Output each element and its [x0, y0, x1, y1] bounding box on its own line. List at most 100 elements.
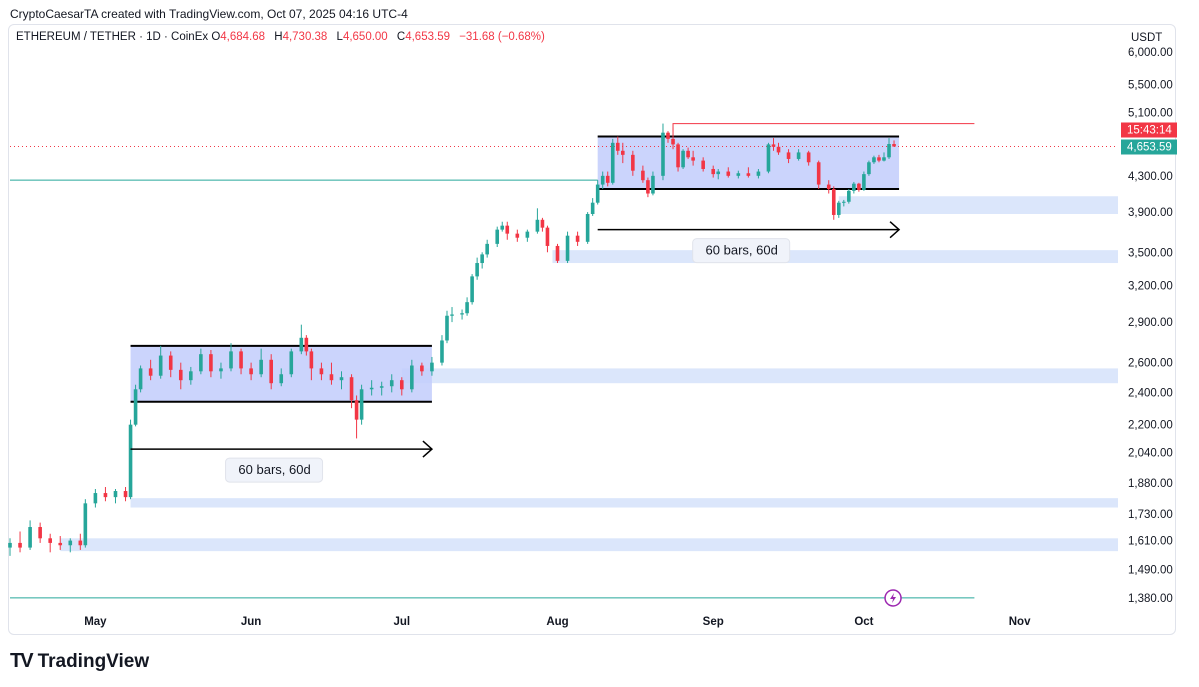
- y-axis-tick-label: 2,600.00: [1128, 358, 1173, 370]
- last-price-label: 4,653.59: [1127, 141, 1172, 153]
- measure-label-box: [225, 457, 324, 483]
- candle-body: [354, 400, 359, 420]
- x-axis-tick-label: May: [84, 616, 107, 628]
- candle-body: [620, 150, 625, 155]
- candle-body: [666, 132, 670, 139]
- y-axis-tick-label: 1,610.00: [1128, 536, 1173, 548]
- candle-body: [299, 337, 304, 352]
- y-axis-tick-label: 3,900.00: [1128, 207, 1173, 219]
- high-label: H: [274, 31, 283, 43]
- candle-body: [882, 157, 886, 161]
- y-axis-tick-label: 2,900.00: [1128, 317, 1173, 329]
- y-axis-tick-label: 4,300.00: [1128, 171, 1173, 183]
- candle-body: [862, 174, 866, 190]
- candle-body: [605, 175, 610, 183]
- currency-label[interactable]: USDT: [1131, 32, 1163, 44]
- candle-body: [445, 315, 449, 341]
- candle-body: [681, 150, 685, 168]
- candle-body: [686, 150, 690, 158]
- candle-body: [470, 276, 474, 303]
- candle-body: [148, 368, 153, 376]
- candle-body: [847, 190, 851, 202]
- candle-body: [430, 362, 434, 372]
- candle-body: [771, 144, 776, 147]
- support-zone: [838, 196, 1118, 214]
- high-value: 4,730.38: [282, 31, 328, 43]
- event-lightning-glyph: [890, 593, 897, 603]
- candle-body: [515, 233, 520, 238]
- open-value: 4,684.68: [220, 31, 266, 43]
- candle-body: [259, 359, 263, 375]
- candle-body: [575, 235, 580, 242]
- y-axis-tick-label: 3,500.00: [1128, 247, 1173, 259]
- x-axis-tick-label: Jul: [393, 616, 410, 628]
- candle-body: [329, 374, 334, 381]
- candle-body: [716, 171, 721, 175]
- candle-body: [766, 144, 771, 172]
- candle-body: [279, 374, 284, 384]
- candle-body: [128, 424, 133, 498]
- candle-body: [133, 389, 138, 425]
- candle-body: [535, 219, 540, 232]
- candle-body: [209, 354, 213, 372]
- y-axis-tick-label: 2,200.00: [1128, 420, 1173, 432]
- candle-body: [816, 162, 821, 185]
- candle-body: [756, 171, 761, 176]
- candle-body: [440, 340, 444, 363]
- candle-body: [831, 189, 836, 215]
- candle-body: [746, 173, 751, 176]
- candle-body: [28, 527, 32, 548]
- candle-body: [595, 184, 600, 203]
- candle-body: [460, 313, 464, 315]
- support-zone: [401, 368, 1118, 384]
- candle-body: [892, 144, 896, 147]
- measure-label: 60 bars, 60d: [238, 462, 310, 477]
- candle-body: [68, 540, 73, 546]
- candle-body: [867, 162, 871, 175]
- support-zone: [552, 250, 1118, 264]
- candle-body: [103, 493, 108, 498]
- x-axis-tick-label: Jun: [241, 616, 261, 628]
- candle-body: [304, 337, 309, 352]
- measure-label-box: [692, 238, 791, 264]
- candle-body: [495, 229, 500, 244]
- candle-body: [369, 387, 374, 390]
- candle-body: [565, 235, 570, 261]
- candle-body: [786, 152, 791, 159]
- chart-frame: [8, 24, 1176, 635]
- candle-body: [249, 368, 253, 375]
- candle-body: [590, 202, 595, 214]
- candle-body: [872, 157, 876, 163]
- y-axis-tick-label: 1,380.00: [1128, 593, 1173, 605]
- candle-body: [379, 386, 384, 388]
- symbol-info-line: ETHEREUM / TETHER · 1D · CoinEx O4,684.6…: [16, 31, 551, 43]
- candle-body: [585, 213, 590, 242]
- candle-body: [289, 351, 294, 375]
- candle-body: [806, 152, 811, 163]
- candle-body: [631, 154, 635, 171]
- resistance-line: [672, 123, 975, 132]
- candle-body: [525, 231, 530, 238]
- candle-body: [480, 254, 484, 264]
- y-axis-tick-label: 3,200.00: [1128, 281, 1173, 293]
- tradingview-logo[interactable]: TV TradingView: [10, 650, 149, 673]
- y-axis-tick-label: 5,100.00: [1128, 107, 1173, 119]
- measure-label: 60 bars, 60d: [706, 243, 778, 258]
- tradingview-logo-icon: TV: [10, 650, 34, 672]
- candle-body: [389, 380, 394, 387]
- candle-body: [540, 219, 545, 228]
- candle-body: [646, 180, 650, 194]
- candle-body: [661, 132, 665, 176]
- symbol-title[interactable]: ETHEREUM / TETHER · 1D · CoinEx: [16, 31, 209, 43]
- candle-body: [600, 175, 605, 185]
- y-axis-tick-label: 5,500.00: [1128, 79, 1173, 91]
- x-axis-tick-label: Nov: [1009, 616, 1031, 628]
- candle-body: [420, 365, 424, 372]
- candle-body: [485, 243, 489, 255]
- candle-body: [796, 152, 801, 159]
- candle-body: [887, 144, 891, 158]
- candle-body: [410, 365, 414, 390]
- candle-body: [349, 377, 354, 401]
- candle-body: [615, 142, 620, 151]
